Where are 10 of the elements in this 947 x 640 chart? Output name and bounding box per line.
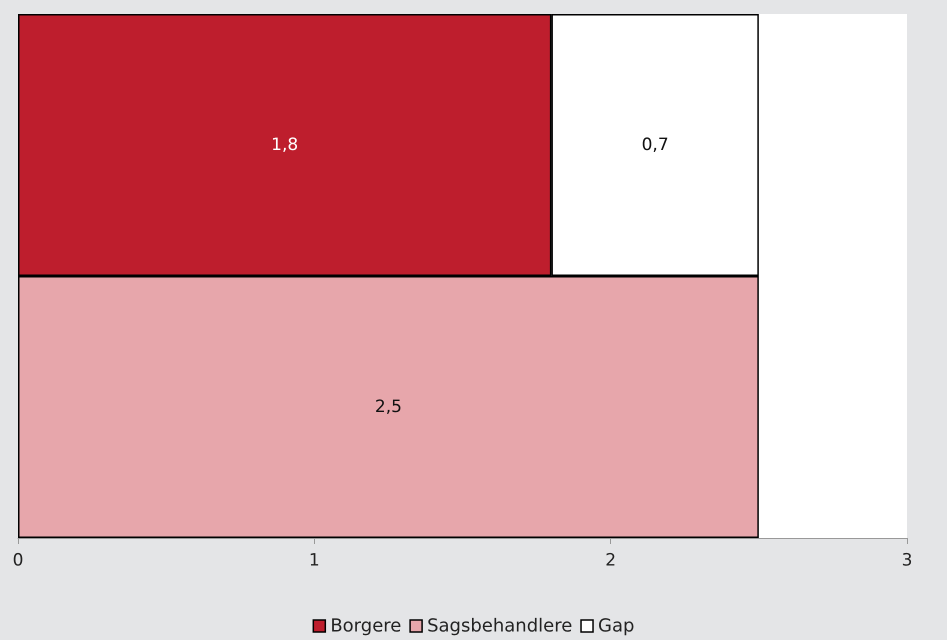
legend-label: Sagsbehandlere — [427, 616, 572, 636]
x-tick-label: 2 — [605, 550, 616, 570]
x-tick-label: 0 — [12, 550, 24, 570]
legend-label: Borgere — [330, 616, 402, 636]
data-label: 2,5 — [374, 397, 402, 417]
data-label: 0,7 — [642, 135, 669, 155]
legend-label: Gap — [598, 616, 634, 636]
x-tick-label: 3 — [902, 550, 912, 570]
x-tick-label: 1 — [308, 550, 320, 570]
data-label: 1,8 — [271, 135, 298, 155]
